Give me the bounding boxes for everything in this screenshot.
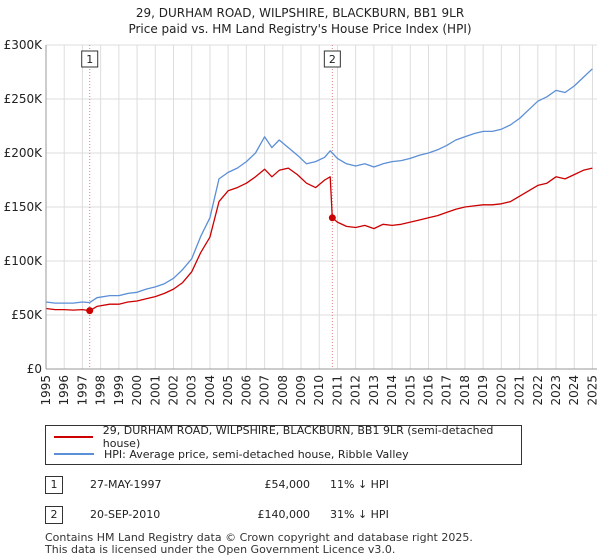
x-tick-label: 2006 (239, 375, 253, 406)
x-tick-label: 2002 (167, 375, 181, 406)
y-tick-label: £50K (11, 308, 43, 322)
x-tick-label: 2003 (185, 375, 199, 406)
x-tick-label: 2019 (476, 375, 490, 406)
x-tick-label: 2017 (440, 375, 454, 406)
chart-legend: 29, DURHAM ROAD, WILPSHIRE, BLACKBURN, B… (45, 424, 522, 465)
transaction-date: 20-SEP-2010 (90, 508, 161, 521)
hpi-line (45, 68, 593, 304)
x-tick-label: 2014 (385, 375, 399, 406)
legend-swatch-property (54, 436, 93, 438)
x-tick-label: 2001 (148, 375, 162, 406)
x-tick-label: 2021 (513, 375, 527, 406)
footer-licence: This data is licensed under the Open Gov… (45, 543, 396, 556)
marker-box-1 (81, 50, 99, 68)
x-tick-label: 2024 (567, 375, 581, 406)
y-tick-label: £200K (4, 146, 44, 160)
price-chart: £0 £50K £100K £150K £200K £250K £300K 1995 1996 1… (4, 38, 600, 406)
legend-swatch-hpi (54, 453, 94, 455)
transaction-number-badge: 2 (45, 506, 63, 524)
chart-title-line-2: Price paid vs. HM Land Registry's House … (128, 22, 472, 36)
x-tick-label: 2020 (494, 375, 508, 406)
transaction-price: £140,000 (257, 508, 311, 521)
y-tick-label: £250K (4, 92, 44, 106)
legend-label-property: 29, DURHAM ROAD, WILPSHIRE, BLACKBURN, B… (102, 424, 494, 450)
y-tick-label: £300K (4, 38, 44, 52)
legend-item-property: 29, DURHAM ROAD, WILPSHIRE, BLACKBURN, B… (54, 424, 521, 450)
property-price-line (45, 167, 593, 312)
x-tick-label: 2023 (549, 375, 563, 406)
marker-box-2 (323, 50, 341, 68)
chart-title-line-1: 29, DURHAM ROAD, WILPSHIRE, BLACKBURN, B… (135, 6, 465, 20)
x-tick-label: 2004 (203, 375, 217, 406)
marker-label-1: 1 (86, 53, 93, 66)
x-tick-label: 2000 (130, 375, 144, 406)
x-tick-label: 2005 (221, 375, 235, 406)
x-tick-label: 2007 (258, 375, 272, 406)
transaction-date: 27-MAY-1997 (90, 478, 162, 491)
legend-item-hpi: HPI: Average price, semi-detached house,… (54, 446, 409, 462)
x-tick-label: 2013 (367, 375, 381, 406)
transaction-hpi-diff: 11% ↓ HPI (330, 478, 389, 491)
x-tick-label: 2025 (585, 375, 599, 406)
transaction-number-badge: 1 (45, 476, 63, 494)
x-tick-label: 1998 (94, 375, 108, 406)
sale-point-2 (328, 214, 336, 222)
x-tick-label: 1997 (75, 375, 89, 406)
x-tick-label: 2018 (458, 375, 472, 406)
footer-copyright: Contains HM Land Registry data © Crown c… (45, 531, 473, 544)
transaction-price: £54,000 (264, 478, 311, 491)
x-tick-label: 2010 (312, 375, 326, 406)
x-tick-label: 1995 (39, 375, 53, 406)
x-tick-label: 2015 (403, 375, 417, 406)
x-tick-label: 2011 (330, 375, 344, 406)
transaction-hpi-diff: 31% ↓ HPI (330, 508, 389, 521)
x-tick-label: 2016 (422, 375, 436, 406)
legend-label-hpi: HPI: Average price, semi-detached house,… (104, 447, 409, 461)
sale-point-1 (86, 307, 94, 315)
marker-label-2: 2 (329, 53, 336, 66)
y-tick-label: £100K (4, 254, 44, 268)
x-tick-label: 2008 (276, 375, 290, 406)
x-tick-label: 1999 (112, 375, 126, 406)
y-tick-label: £0 (27, 362, 42, 376)
x-tick-label: 2009 (294, 375, 308, 406)
x-tick-label: 2022 (531, 375, 545, 406)
x-tick-label: 1996 (57, 375, 71, 406)
y-tick-label: £150K (4, 200, 44, 214)
x-tick-label: 2012 (349, 375, 363, 406)
